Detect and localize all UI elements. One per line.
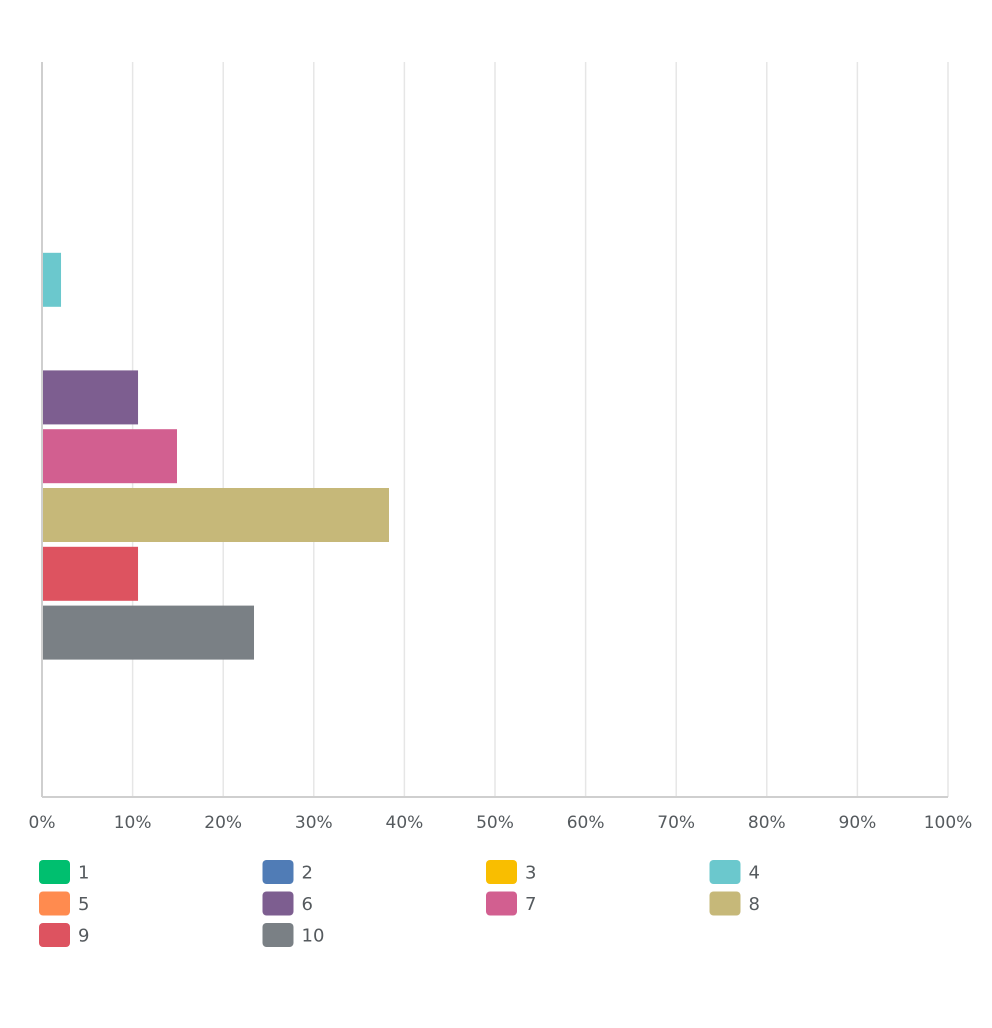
legend-swatch bbox=[262, 891, 294, 916]
legend-label: 6 bbox=[302, 894, 313, 915]
legend-item-5[interactable]: 5 bbox=[39, 891, 89, 916]
legend-item-8[interactable]: 8 bbox=[709, 891, 760, 916]
legend-label: 2 bbox=[302, 863, 313, 884]
legend-item-3[interactable]: 3 bbox=[486, 860, 536, 884]
x-tick-label: 60% bbox=[567, 813, 605, 833]
legend-item-10[interactable]: 10 bbox=[262, 923, 325, 947]
x-tick-label: 70% bbox=[657, 813, 695, 833]
bar-7[interactable] bbox=[42, 429, 177, 484]
legend-swatch bbox=[486, 860, 517, 884]
legend-item-7[interactable]: 7 bbox=[486, 891, 536, 916]
legend-label: 10 bbox=[302, 926, 325, 947]
legend-swatch bbox=[262, 923, 294, 947]
legend-label: 7 bbox=[525, 894, 536, 915]
legend-swatch bbox=[709, 891, 741, 916]
grid-layer bbox=[131, 62, 949, 797]
bar-6[interactable] bbox=[42, 370, 139, 425]
legend-swatch bbox=[262, 860, 294, 884]
legend-label: 8 bbox=[749, 894, 760, 915]
bars-layer bbox=[42, 252, 389, 660]
legend-item-6[interactable]: 6 bbox=[262, 891, 313, 916]
legend-swatch bbox=[39, 860, 70, 884]
x-tick-label: 20% bbox=[204, 813, 242, 833]
legend-swatch bbox=[709, 860, 741, 884]
x-tick-label: 100% bbox=[924, 813, 973, 833]
bar-4[interactable] bbox=[42, 252, 62, 307]
legend-label: 5 bbox=[78, 894, 89, 915]
axis-layer: 0% 10% 20% 30% 40% 50% 60% 70% 80% 90% 100% bbox=[29, 62, 973, 833]
legend-label: 4 bbox=[749, 863, 760, 884]
x-tick-label: 30% bbox=[295, 813, 333, 833]
legend-swatch bbox=[39, 891, 70, 916]
legend-label: 3 bbox=[525, 863, 536, 884]
legend-item-1[interactable]: 1 bbox=[39, 860, 89, 884]
legend-item-2[interactable]: 2 bbox=[262, 860, 313, 884]
x-tick-label: 40% bbox=[386, 813, 424, 833]
legend-item-4[interactable]: 4 bbox=[709, 860, 760, 884]
legend-item-9[interactable]: 9 bbox=[39, 923, 89, 947]
x-tick-label: 0% bbox=[29, 813, 56, 833]
x-tick-label: 50% bbox=[476, 813, 514, 833]
legend-swatch bbox=[39, 923, 70, 947]
legend-swatch bbox=[486, 891, 517, 916]
legend-label: 9 bbox=[78, 926, 89, 947]
x-tick-label: 90% bbox=[839, 813, 877, 833]
x-tick-label: 80% bbox=[748, 813, 786, 833]
legend-label: 1 bbox=[78, 863, 89, 884]
bar-9[interactable] bbox=[42, 546, 139, 601]
legend: 1 2 3 4 5 6 7 8 9 10 bbox=[39, 860, 760, 947]
bar-8[interactable] bbox=[42, 488, 389, 542]
bar-10[interactable] bbox=[42, 605, 255, 660]
x-tick-label: 10% bbox=[114, 813, 152, 833]
